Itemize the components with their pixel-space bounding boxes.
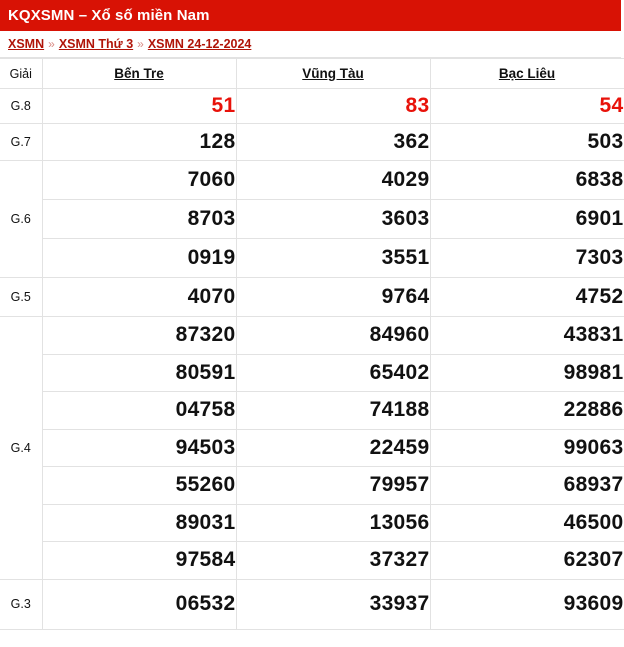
table-row: 8703 3603 6901 [0,199,624,239]
breadcrumb-item-weekday[interactable]: XSMN Thứ 3 [58,37,134,51]
table-row: 89031 13056 46500 [0,503,624,542]
result-number-ben-tre: 89031 [41,503,237,542]
table-row: 0919 3551 7303 [0,238,624,278]
result-number-ben-tre: 7060 [41,160,237,200]
table-row: G.6 7060 4029 6838 [0,160,624,278]
table-row: 80591 65402 98981 [0,353,624,392]
prize-label-g5: G.5 [0,277,43,317]
breadcrumb-separator: » [48,37,55,51]
prize-label-g6: G.6 [0,160,43,278]
page-header-bar: KQXSMN – Xổ số miền Nam [0,0,621,31]
result-number-bac-lieu: 22886 [429,391,624,430]
result-number-bac-lieu: 7303 [429,238,624,278]
result-number-ben-tre: 128 [41,123,237,161]
result-number-vung-tau: 33937 [235,578,431,630]
result-number-ben-tre: 06532 [41,578,237,630]
result-number-ben-tre: 51 [41,88,237,124]
table-row: G.7 128 362 503 [0,123,624,161]
result-number-bac-lieu: 4752 [429,277,624,317]
table-body: G.8 51 83 54 G.7 128 362 503 G.6 7060 4029 6838 8703… [0,88,624,630]
column-header-ben-tre-label[interactable]: Bến Tre [114,65,164,81]
result-number-vung-tau: 3603 [235,199,431,239]
breadcrumb-item-date[interactable]: XSMN 24-12-2024 [147,37,252,51]
table-row: G.4 87320 84960 43831 [0,316,624,580]
breadcrumb-item-xsmn[interactable]: XSMN [8,37,45,51]
result-number-vung-tau: 4029 [235,160,431,200]
result-number-bac-lieu: 68937 [429,466,624,505]
result-number-vung-tau: 13056 [235,503,431,542]
result-number-ben-tre: 04758 [41,391,237,430]
result-number-ben-tre: 94503 [41,428,237,467]
result-number-bac-lieu: 43831 [429,316,624,355]
column-header-bac-lieu-label[interactable]: Bạc Liêu [498,65,556,81]
page-title: KQXSMN – Xổ số miền Nam [8,7,210,24]
result-number-bac-lieu: 62307 [429,541,624,580]
table-row: 97584 37327 62307 [0,541,624,580]
table-row: G.8 51 83 54 [0,88,624,124]
table-header-row: Giải Bến Tre Vũng Tàu Bạc Liêu [0,58,624,89]
result-number-ben-tre: 8703 [41,199,237,239]
result-number-ben-tre: 0919 [41,238,237,278]
result-number-bac-lieu: 98981 [429,353,624,392]
result-number-ben-tre: 80591 [41,353,237,392]
prize-label-g3: G.3 [0,578,43,630]
result-number-vung-tau: 3551 [235,238,431,278]
prize-label-g4: G.4 [0,316,43,580]
result-number-ben-tre: 55260 [41,466,237,505]
result-number-vung-tau: 22459 [235,428,431,467]
result-number-vung-tau: 65402 [235,353,431,392]
result-number-bac-lieu: 6901 [429,199,624,239]
result-number-bac-lieu: 503 [429,123,624,161]
result-number-ben-tre: 4070 [41,277,237,317]
table-row: G.3 06532 33937 93609 [0,578,624,630]
result-number-bac-lieu: 54 [429,88,624,124]
result-number-ben-tre: 87320 [41,316,237,355]
prize-label-g8: G.8 [0,88,43,124]
column-header-ben-tre[interactable]: Bến Tre [41,58,237,89]
result-number-vung-tau: 37327 [235,541,431,580]
column-header-bac-lieu[interactable]: Bạc Liêu [429,58,624,89]
lottery-results-table: Giải Bến Tre Vũng Tàu Bạc Liêu G.8 51 83 54… [0,58,624,630]
result-number-vung-tau: 84960 [235,316,431,355]
result-number-vung-tau: 74188 [235,391,431,430]
result-number-ben-tre: 97584 [41,541,237,580]
table-row: 94503 22459 99063 [0,428,624,467]
prize-label-g7: G.7 [0,123,43,161]
table-row: 55260 79957 68937 [0,466,624,505]
breadcrumb-separator: » [137,37,144,51]
result-number-bac-lieu: 99063 [429,428,624,467]
result-number-vung-tau: 79957 [235,466,431,505]
table-row: 04758 74188 22886 [0,391,624,430]
table-row: G.5 4070 9764 4752 [0,277,624,317]
result-number-bac-lieu: 6838 [429,160,624,200]
result-number-vung-tau: 362 [235,123,431,161]
column-header-prize: Giải [0,58,43,89]
result-number-bac-lieu: 46500 [429,503,624,542]
column-header-vung-tau-label[interactable]: Vũng Tàu [302,65,364,81]
result-number-vung-tau: 9764 [235,277,431,317]
column-header-vung-tau[interactable]: Vũng Tàu [235,58,431,89]
result-number-vung-tau: 83 [235,88,431,124]
result-number-bac-lieu: 93609 [429,578,624,630]
breadcrumb: XSMN » XSMN Thứ 3 » XSMN 24-12-2024 [0,31,621,58]
